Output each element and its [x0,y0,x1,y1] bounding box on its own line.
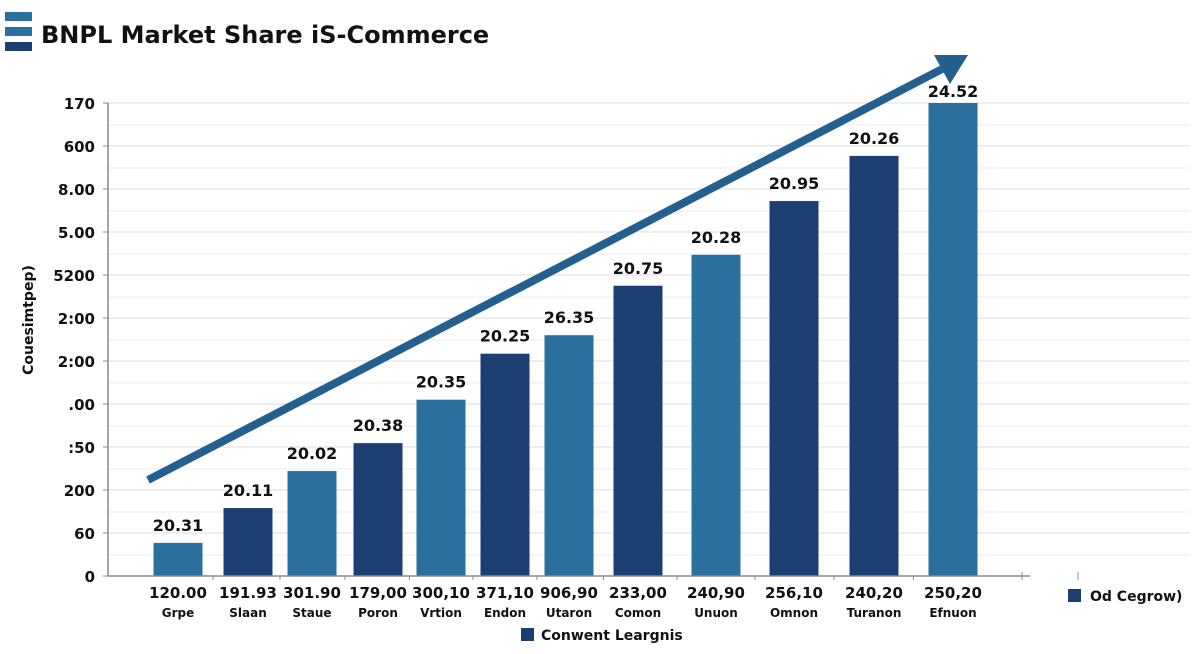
x-tick-label: Vrtion [420,606,462,620]
x-tick-label: Utaron [546,606,592,620]
y-tick-label: 200 [64,482,95,500]
x-tick-label: Comon [615,606,661,620]
bar [480,353,530,576]
data-label: 20.75 [613,259,664,278]
legend-item: Od Cegrow) [1068,589,1182,605]
data-label: 20.11 [223,481,274,500]
data-label: 20.31 [153,516,204,535]
x-value-label: 301.90 [283,584,341,602]
x-value-label: 371,10 [476,584,534,602]
bar [416,399,466,576]
y-tick-label: :50 [68,439,95,457]
x-tick-label: Grpe [162,606,195,620]
x-value-label: 120.00 [149,584,207,602]
x-value-label: 179,00 [349,584,407,602]
bar [223,508,273,576]
x-tick-label: Endon [484,606,526,620]
data-label: 26.35 [544,308,595,327]
data-label: 20.28 [691,228,742,247]
data-label: 20.25 [480,327,531,346]
bar [544,335,594,576]
bar [769,201,819,577]
x-value-label: 240,20 [845,584,903,602]
bar [613,285,663,576]
y-tick-label: 8.00 [58,181,95,199]
y-axis-label: Couesimtpep) [21,265,37,375]
x-value-label: 240,90 [687,584,745,602]
data-label: 20.38 [353,416,404,435]
y-tick-label: 5200 [53,267,95,285]
x-tick-label: Staue [292,606,331,620]
x-tick-label: Poron [358,606,398,620]
legend-item: Conwent Leargnis [521,628,683,644]
x-tick-label: Slaan [229,606,267,620]
data-label: 20.95 [769,174,820,193]
y-tick-label: 5.00 [58,224,95,242]
y-tick-label: 600 [64,138,95,156]
x-value-label: 300,10 [412,584,470,602]
y-tick-label: 60 [74,525,95,543]
x-value-label: 256,10 [765,584,823,602]
data-label: 20.26 [849,129,900,148]
bar [153,542,203,576]
x-tick-label: Omnon [770,606,818,620]
x-value-label: 906,90 [540,584,598,602]
data-label: 20.02 [287,444,338,463]
bar [849,155,899,576]
data-label: 24.52 [928,82,979,101]
chart-title: BNPL Market Share iS-Commerce [41,21,489,49]
legend-swatch [521,628,534,641]
y-tick-label: 2:00 [58,353,95,371]
bar [691,254,741,577]
x-tick-label: Efnuon [929,606,976,620]
bar [928,103,978,576]
x-tick-label: Unuon [694,606,738,620]
title-logo-icon [5,12,32,51]
y-tick-label: .00 [68,396,95,414]
trend-arrow [146,55,968,484]
x-value-label: 191.93 [219,584,277,602]
x-value-label: 233,00 [609,584,667,602]
legend-label: Od Cegrow) [1090,589,1182,605]
x-value-label: 250,20 [924,584,982,602]
data-label: 20.35 [416,373,467,392]
legend-label: Conwent Leargnis [541,628,683,644]
x-tick-label: Turanon [847,606,902,620]
y-tick-label: 0 [85,568,95,586]
bar [353,443,403,576]
legend-swatch [1068,589,1081,602]
y-tick-label: 2:00 [58,310,95,328]
bar [287,471,337,576]
y-tick-label: 170 [64,95,95,113]
